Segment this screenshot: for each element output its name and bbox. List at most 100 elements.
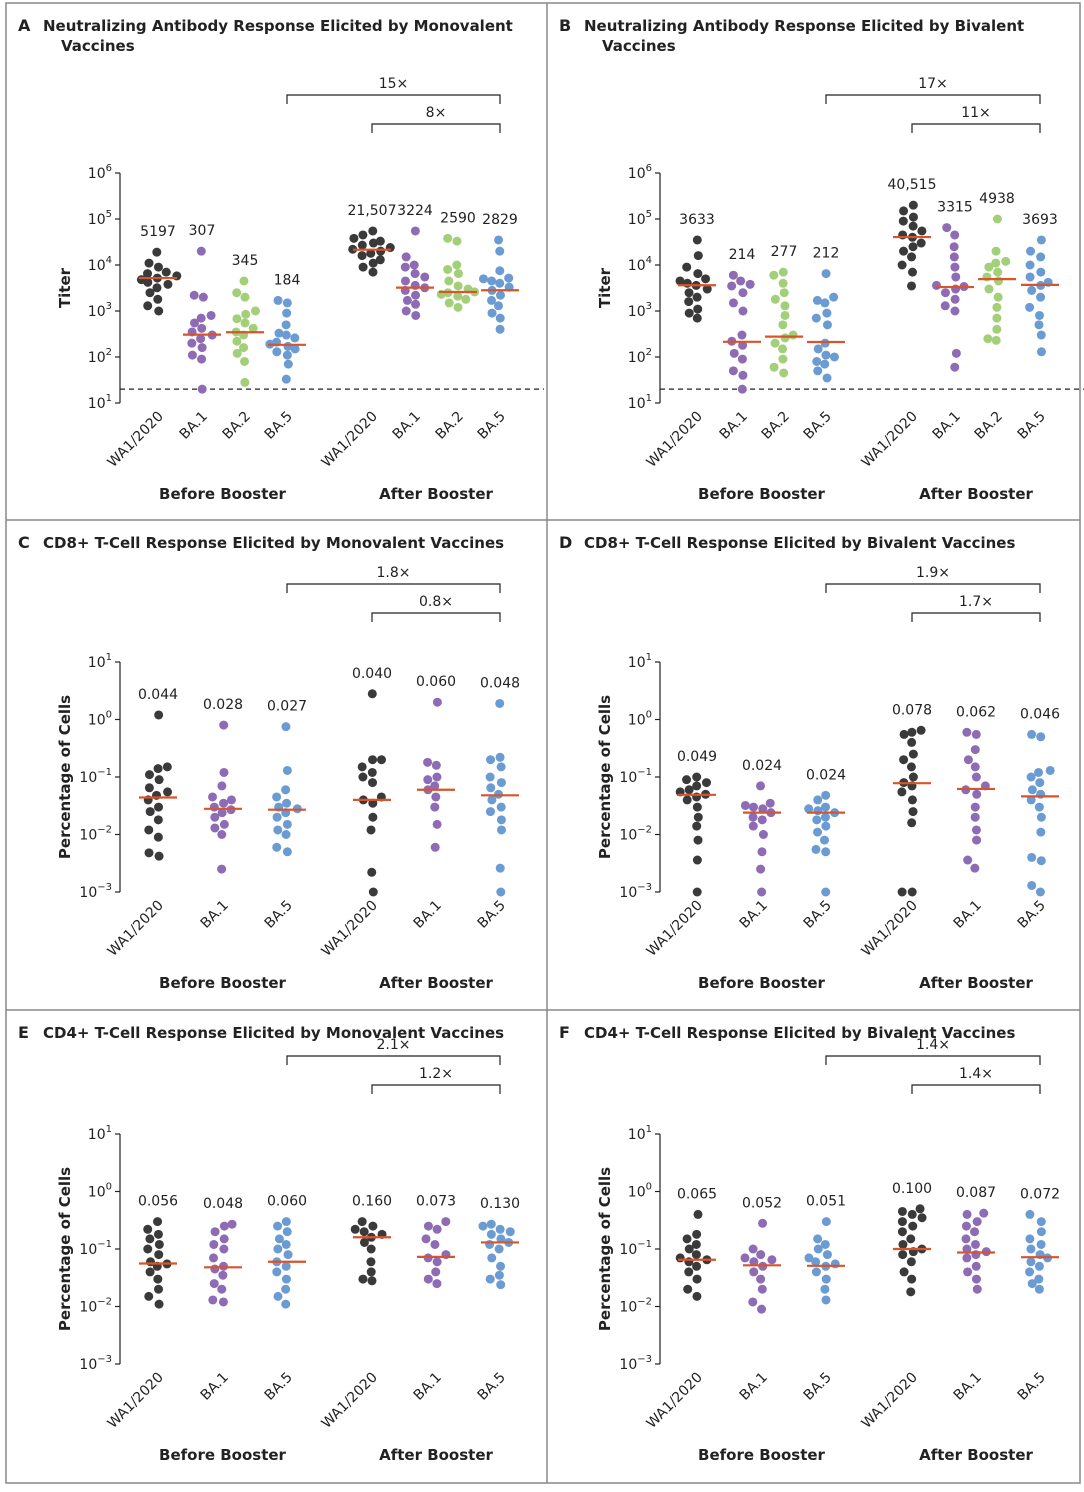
category-ba-5-after: 0.048 BA.5: [475, 675, 520, 931]
category-ba-5-after: 0.130 BA.5: [475, 1196, 520, 1403]
data-point: [692, 1261, 702, 1271]
data-point: [971, 1274, 981, 1284]
y-tick-label: 101: [88, 1124, 112, 1143]
data-point: [1026, 772, 1036, 782]
data-point: [432, 772, 442, 782]
x-tick-label: WA1/2020: [319, 409, 381, 471]
data-point: [993, 292, 1003, 302]
data-point: [461, 294, 471, 304]
data-point: [274, 328, 284, 338]
data-point: [992, 302, 1002, 312]
comparison-bracket: [286, 583, 501, 593]
data-point: [281, 830, 291, 839]
data-point: [358, 230, 368, 240]
data-point: [971, 772, 981, 782]
data-point: [1034, 767, 1044, 777]
data-point: [778, 320, 788, 330]
data-point: [145, 288, 155, 298]
data-point: [821, 790, 831, 800]
data-point: [423, 757, 433, 767]
data-point: [822, 320, 832, 330]
data-point: [487, 276, 497, 286]
data-point: [963, 755, 973, 765]
median-value-label: 0.060: [416, 674, 456, 690]
data-point: [738, 340, 748, 350]
category-ba-5-after: 0.072 BA.5: [1015, 1186, 1060, 1403]
panel-letter: A: [18, 16, 31, 35]
data-point: [219, 798, 229, 808]
category-ba-1-before: 0.024 BA.1: [737, 758, 782, 932]
comparison-bracket: [371, 612, 501, 622]
y-tick-label: 104: [88, 255, 112, 274]
median-value-label: 0.072: [1020, 1186, 1060, 1202]
x-tick-label: BA.5: [801, 409, 835, 443]
data-point: [950, 294, 960, 304]
median-value-label: 0.051: [806, 1194, 846, 1210]
data-point: [820, 359, 830, 369]
data-point: [368, 887, 378, 897]
data-point: [154, 1239, 164, 1249]
data-point: [778, 344, 788, 354]
data-point: [219, 767, 229, 777]
data-point: [226, 795, 236, 805]
data-point: [143, 269, 153, 279]
data-point: [907, 818, 917, 828]
data-point: [950, 262, 960, 272]
median-value-label: 0.087: [956, 1185, 996, 1201]
data-point: [949, 242, 959, 252]
data-point: [972, 1217, 982, 1227]
panel-title: Neutralizing Antibody Response Elicited …: [43, 17, 513, 35]
group-label-before: Before Booster: [698, 485, 826, 503]
x-tick-label: BA.2: [433, 409, 467, 443]
data-point: [736, 276, 746, 286]
data-point: [496, 1234, 506, 1244]
category-wa1-2020-after: 0.078 WA1/2020: [859, 702, 932, 959]
panel-title: CD4+ T-Cell Response Elicited by Monoval…: [43, 1024, 504, 1042]
data-point: [478, 274, 488, 284]
data-point: [495, 863, 505, 873]
data-point: [821, 1295, 831, 1305]
data-point: [1036, 856, 1046, 866]
category-wa1-2020-after: 40,515 WA1/2020: [859, 177, 937, 471]
data-point: [897, 1206, 907, 1216]
data-point: [907, 795, 917, 805]
data-point: [692, 887, 702, 897]
data-point: [971, 1261, 981, 1271]
data-point: [496, 825, 506, 835]
x-tick-label: BA.1: [737, 898, 771, 932]
data-point: [196, 313, 206, 323]
data-point: [812, 356, 822, 366]
median-value-label: 307: [189, 223, 216, 239]
x-tick-label: WA1/2020: [644, 409, 706, 471]
data-point: [992, 214, 1002, 224]
data-point: [931, 280, 941, 290]
data-point: [152, 247, 162, 257]
data-point: [813, 827, 823, 837]
data-point: [227, 1219, 237, 1229]
data-point: [282, 847, 292, 857]
data-point: [1025, 1234, 1035, 1244]
panel-title: CD8+ T-Cell Response Elicited by Monoval…: [43, 534, 504, 552]
comparison-bracket: [825, 94, 1041, 104]
x-tick-label: BA.1: [737, 1370, 771, 1404]
x-tick-label: BA.5: [475, 409, 509, 443]
data-point: [940, 288, 950, 298]
data-point: [693, 269, 703, 279]
data-point: [410, 269, 420, 279]
data-point: [769, 362, 779, 372]
data-point: [453, 269, 463, 279]
data-point: [693, 835, 703, 845]
data-point: [778, 278, 788, 288]
data-point: [250, 306, 260, 316]
data-point: [1036, 1227, 1046, 1237]
group-label-before: Before Booster: [698, 1446, 826, 1464]
group-label-after: After Booster: [919, 1446, 1033, 1464]
x-tick-label: BA.1: [951, 898, 985, 932]
y-axis-label: Percentage of Cells: [56, 695, 74, 859]
data-point: [358, 262, 368, 272]
data-point: [241, 309, 251, 319]
data-point: [702, 284, 712, 294]
data-point: [1026, 795, 1036, 805]
data-point: [991, 246, 1001, 256]
data-point: [970, 863, 980, 873]
